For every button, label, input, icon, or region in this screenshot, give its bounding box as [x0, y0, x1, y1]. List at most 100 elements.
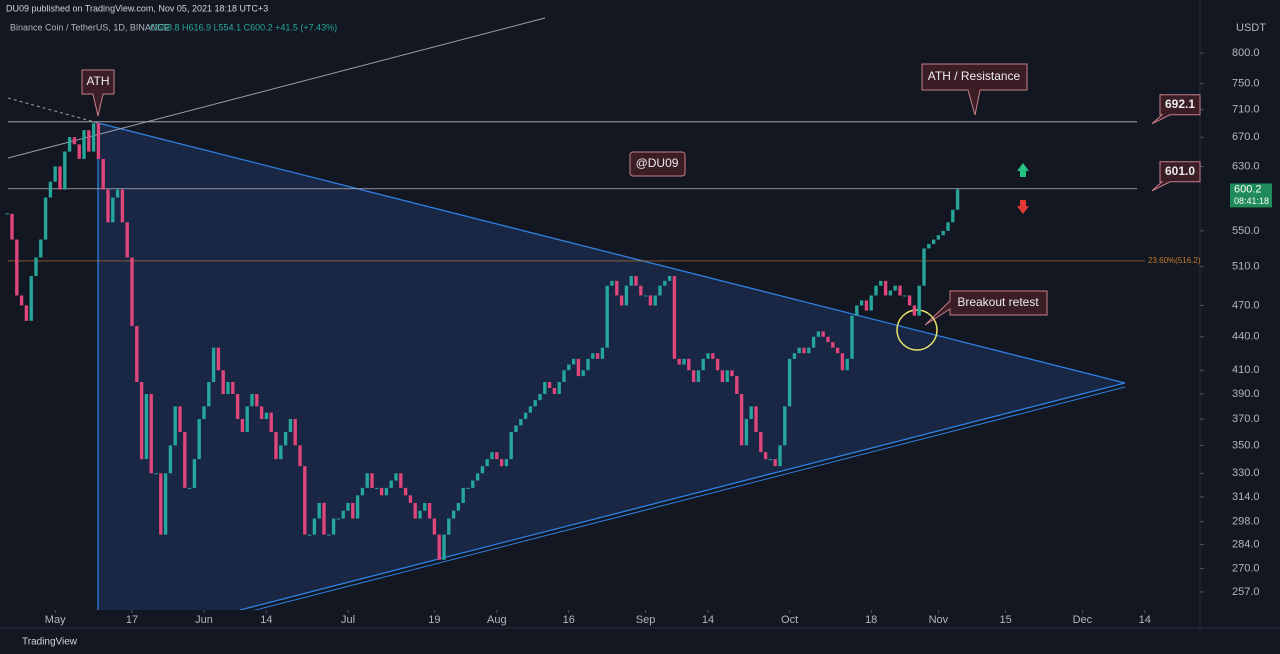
- candle: [797, 347, 801, 354]
- x-tick-label: 14: [260, 614, 272, 626]
- y-tick-label: 800.0: [1232, 47, 1260, 59]
- annotation: Breakout retest: [957, 295, 1039, 309]
- candle: [144, 394, 149, 460]
- header-title: DU09 published on TradingView.com, Nov 0…: [6, 3, 268, 13]
- x-tick-label: Jun: [195, 614, 213, 626]
- x-tick-label: 17: [126, 614, 138, 626]
- candle: [730, 370, 734, 377]
- candle: [735, 376, 739, 395]
- candle: [331, 518, 336, 535]
- candle: [355, 495, 360, 519]
- x-tick-label: Aug: [487, 614, 507, 626]
- candle: [893, 285, 897, 291]
- candle: [341, 510, 345, 519]
- x-tick-label: 16: [563, 614, 575, 626]
- candle: [120, 189, 125, 223]
- candle: [437, 534, 441, 560]
- candle: [39, 239, 43, 258]
- candle: [874, 285, 878, 296]
- x-tick-label: 15: [999, 614, 1011, 626]
- candle: [653, 295, 657, 306]
- candle: [840, 353, 845, 371]
- candle: [418, 510, 422, 519]
- candle: [581, 370, 585, 377]
- candle: [768, 459, 773, 461]
- level-label: 601.0: [1165, 164, 1195, 178]
- candle: [67, 137, 72, 152]
- candle: [231, 381, 235, 395]
- x-tick-label: 18: [865, 614, 877, 626]
- candle: [466, 487, 470, 489]
- candle: [811, 336, 816, 348]
- x-tick-label: Nov: [929, 614, 949, 626]
- candle: [19, 295, 24, 306]
- candle: [720, 370, 725, 382]
- candle: [202, 406, 206, 419]
- candle: [624, 285, 629, 306]
- callout: [924, 290, 1048, 326]
- candle: [125, 222, 129, 258]
- candle: [91, 123, 96, 152]
- candle: [149, 394, 153, 474]
- candle: [504, 459, 509, 467]
- candle: [178, 406, 182, 432]
- candle: [571, 358, 576, 365]
- candle: [394, 473, 398, 481]
- candle: [509, 431, 513, 460]
- candle: [706, 353, 710, 359]
- candle: [495, 452, 499, 460]
- candle: [783, 406, 787, 446]
- candle: [77, 144, 81, 159]
- candle: [869, 295, 873, 311]
- level-callout: [1151, 161, 1201, 192]
- candle: [903, 295, 907, 297]
- candle: [274, 431, 278, 460]
- candle: [115, 189, 120, 198]
- candle: [946, 222, 950, 231]
- candle: [106, 189, 110, 223]
- y-tick-label: 550.0: [1232, 225, 1260, 237]
- candle: [327, 534, 331, 536]
- x-tick-label: 14: [702, 614, 714, 626]
- y-tick-label: 270.0: [1232, 562, 1260, 574]
- ohlc: O558.8 H616.9 L554.1 C600.2 +41.5 (+7.43…: [150, 22, 337, 32]
- candle: [922, 248, 926, 286]
- x-tick-label: Sep: [636, 614, 656, 626]
- candle: [58, 166, 62, 190]
- candle: [898, 285, 902, 296]
- candle: [336, 518, 341, 520]
- candle: [375, 487, 379, 489]
- candle: [759, 431, 763, 453]
- annotation: ATH / Resistance: [928, 69, 1021, 83]
- candle: [802, 347, 806, 354]
- candle: [591, 353, 595, 359]
- candle: [499, 459, 504, 467]
- candle: [173, 406, 177, 446]
- candle: [826, 336, 830, 343]
- candle: [576, 358, 581, 377]
- y-tick-label: 390.0: [1232, 388, 1260, 400]
- candle: [715, 358, 720, 371]
- x-tick-label: 19: [428, 614, 440, 626]
- candle: [835, 347, 840, 354]
- candle: [226, 381, 230, 395]
- candle: [845, 358, 849, 371]
- candle: [312, 518, 317, 535]
- candle: [931, 239, 936, 244]
- candle: [739, 394, 744, 446]
- candle: [451, 510, 456, 519]
- candle: [807, 347, 811, 354]
- candle: [831, 342, 835, 348]
- candle: [528, 406, 533, 413]
- candle: [111, 197, 115, 223]
- trendline: [97, 122, 1126, 384]
- candle: [240, 418, 245, 432]
- candle: [567, 364, 571, 371]
- candle: [317, 502, 321, 519]
- candle: [725, 370, 729, 382]
- candle: [389, 480, 393, 488]
- candle: [192, 459, 197, 488]
- candle: [96, 123, 101, 159]
- candle: [135, 326, 139, 382]
